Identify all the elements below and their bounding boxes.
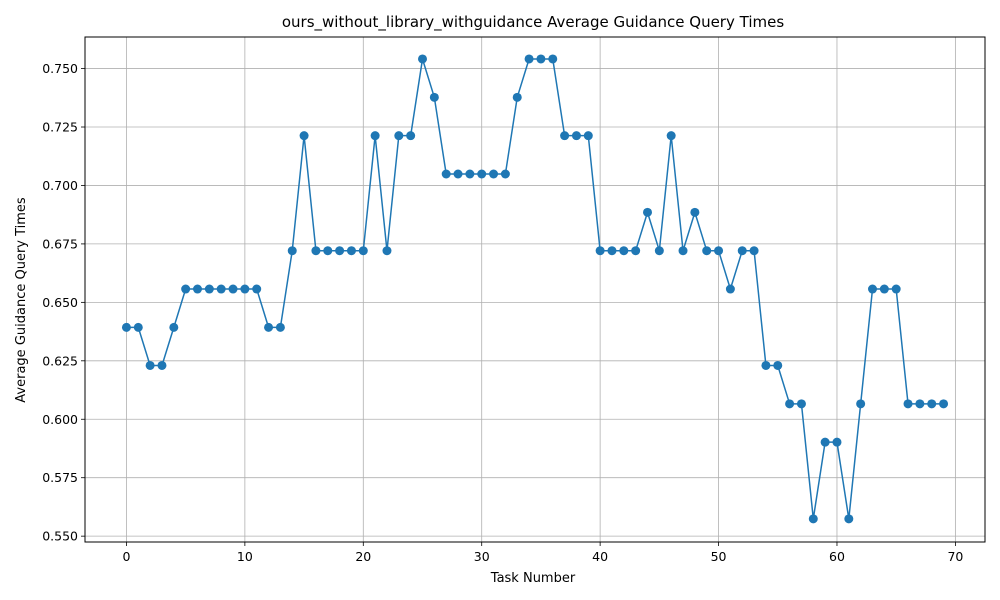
data-point — [678, 246, 688, 256]
data-point — [832, 437, 842, 447]
plot-frame — [84, 36, 986, 543]
data-point — [228, 284, 238, 294]
data-point — [453, 169, 463, 179]
data-point — [524, 54, 534, 64]
data-point — [465, 169, 475, 179]
data-point — [595, 246, 605, 256]
data-point — [856, 399, 866, 409]
data-point — [133, 322, 143, 332]
data-point — [607, 246, 617, 256]
data-point — [264, 322, 274, 332]
data-point — [619, 246, 629, 256]
data-point — [702, 246, 712, 256]
data-point — [429, 92, 439, 102]
x-tick-label: 40 — [592, 549, 608, 564]
x-tick-label: 0 — [122, 549, 130, 564]
x-tick-label: 50 — [711, 549, 727, 564]
data-point — [512, 92, 522, 102]
y-tick-label: 0.550 — [42, 529, 78, 544]
data-point — [358, 246, 368, 256]
data-point — [785, 399, 795, 409]
data-point — [240, 284, 250, 294]
data-point — [643, 207, 652, 217]
x-axis: 0 10 20 30 40 50 60 70 — [122, 542, 963, 564]
y-tick-label: 0.575 — [42, 470, 78, 485]
data-point — [927, 399, 937, 409]
data-point — [879, 284, 889, 294]
data-point — [725, 284, 735, 294]
data-point — [939, 399, 949, 409]
data-point — [773, 360, 783, 370]
data-point — [121, 322, 131, 332]
data-point — [193, 284, 202, 294]
data-point — [418, 54, 427, 64]
data-point — [666, 131, 676, 141]
data-point — [796, 399, 806, 409]
data-point — [820, 437, 830, 447]
y-axis-label: Average Guidance Query Times — [14, 197, 29, 403]
data-point — [441, 169, 451, 179]
x-axis-label: Task Number — [490, 571, 576, 586]
data-point — [536, 54, 546, 64]
data-point — [145, 360, 155, 370]
data-point — [204, 284, 214, 294]
data-point — [406, 131, 416, 141]
data-point — [477, 169, 487, 179]
data-point — [311, 246, 321, 256]
chart-title: ours_without_library_withguidance Averag… — [282, 13, 784, 32]
data-point — [571, 131, 581, 141]
data-point — [690, 207, 700, 217]
data-point — [714, 246, 724, 256]
data-point — [275, 322, 285, 332]
x-tick-label: 20 — [355, 549, 371, 564]
data-point — [323, 246, 333, 256]
data-point — [749, 246, 759, 256]
y-tick-label: 0.700 — [42, 178, 78, 193]
data-point — [489, 169, 499, 179]
x-tick-label: 70 — [947, 549, 963, 564]
data-point — [868, 284, 877, 294]
y-tick-label: 0.750 — [42, 61, 78, 76]
data-point — [157, 360, 167, 370]
x-tick-label: 60 — [829, 549, 845, 564]
data-point — [583, 131, 593, 141]
data-point — [844, 514, 854, 524]
data-point — [560, 131, 570, 141]
series-line-layer — [126, 58, 944, 520]
data-point — [654, 246, 664, 256]
y-tick-label: 0.600 — [42, 412, 78, 427]
y-tick-label: 0.625 — [42, 353, 78, 368]
data-point — [631, 246, 641, 256]
y-axis: 0.550 0.575 0.600 0.625 0.650 0.675 0.700 0.725… — [42, 61, 85, 544]
data-point — [299, 131, 309, 141]
data-point — [287, 246, 297, 256]
data-point — [252, 284, 262, 294]
data-point — [169, 322, 179, 332]
y-tick-label: 0.675 — [42, 236, 78, 251]
data-point — [382, 246, 392, 256]
data-point — [181, 284, 191, 294]
x-tick-label: 30 — [474, 549, 490, 564]
y-tick-label: 0.650 — [42, 295, 78, 310]
data-point — [548, 54, 558, 64]
y-tick-label: 0.725 — [42, 120, 78, 135]
data-point — [370, 131, 380, 141]
data-point — [903, 399, 913, 409]
data-point — [761, 360, 771, 370]
marker-layer — [121, 54, 949, 524]
x-tick-label: 10 — [237, 549, 253, 564]
data-point — [394, 131, 404, 141]
data-point — [915, 399, 925, 409]
data-point — [500, 169, 510, 179]
data-point — [737, 246, 747, 256]
data-point — [346, 246, 356, 256]
series-line — [126, 58, 944, 520]
data-point — [216, 284, 226, 294]
data-point — [808, 514, 818, 524]
data-point — [891, 284, 901, 294]
data-point — [335, 246, 345, 256]
grid — [85, 37, 985, 542]
